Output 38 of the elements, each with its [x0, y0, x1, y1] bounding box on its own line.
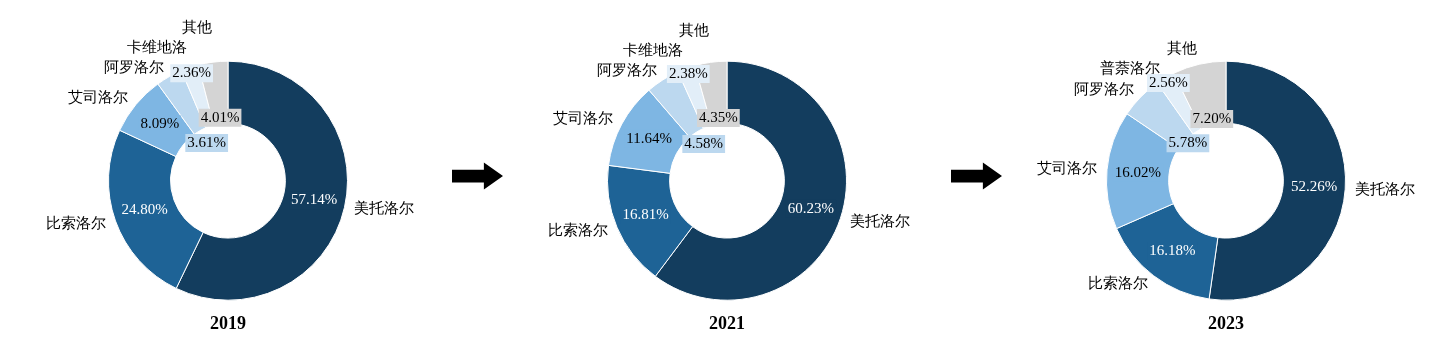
slice-label: 阿罗洛尔 — [104, 58, 165, 75]
data-label: 52.26% — [1291, 177, 1338, 194]
slice-label: 其他 — [1166, 40, 1197, 57]
data-label: 11.64% — [626, 129, 673, 146]
slice-label: 比索洛尔 — [1087, 274, 1148, 291]
slice-label: 比索洛尔 — [46, 215, 107, 232]
data-label: 2.56% — [1148, 73, 1188, 90]
data-label: 5.78% — [1168, 134, 1208, 151]
slice-label: 美托洛尔 — [354, 200, 415, 217]
data-label: 4.01% — [200, 108, 240, 125]
data-label: 8.09% — [140, 115, 180, 132]
slice-label: 其他 — [181, 18, 212, 35]
data-label: 16.18% — [1149, 242, 1196, 259]
slice-label: 艾司洛尔 — [553, 110, 614, 127]
data-label: 24.80% — [121, 201, 168, 218]
slice-label: 美托洛尔 — [1355, 180, 1416, 197]
data-label: 4.35% — [698, 108, 738, 125]
slice-label: 美托洛尔 — [849, 212, 910, 229]
data-label: 60.23% — [787, 199, 835, 216]
slice-label: 卡维地洛 — [126, 38, 187, 55]
slice-label: 艾司洛尔 — [1037, 159, 1098, 176]
data-label: 7.20% — [1192, 109, 1232, 126]
data-label: 3.61% — [187, 133, 227, 150]
data-label: 16.02% — [1114, 163, 1162, 180]
text: 2019 — [210, 312, 246, 333]
data-label: 16.81% — [622, 206, 669, 223]
slice-label: 艾司洛尔 — [68, 89, 129, 106]
text: 2023 — [1208, 312, 1244, 333]
data-label: 2.38% — [668, 64, 708, 81]
slice-label: 其他 — [679, 22, 710, 39]
slice-label: 比索洛尔 — [547, 222, 608, 239]
slice-label: 卡维地洛 — [622, 42, 683, 59]
data-label: 4.58% — [684, 135, 724, 152]
slice-label: 阿罗洛尔 — [597, 62, 658, 79]
slice-label: 阿罗洛尔 — [1073, 80, 1134, 97]
data-label: 2.36% — [172, 64, 212, 81]
text: 2021 — [709, 312, 745, 333]
data-label: 57.14% — [291, 191, 338, 208]
